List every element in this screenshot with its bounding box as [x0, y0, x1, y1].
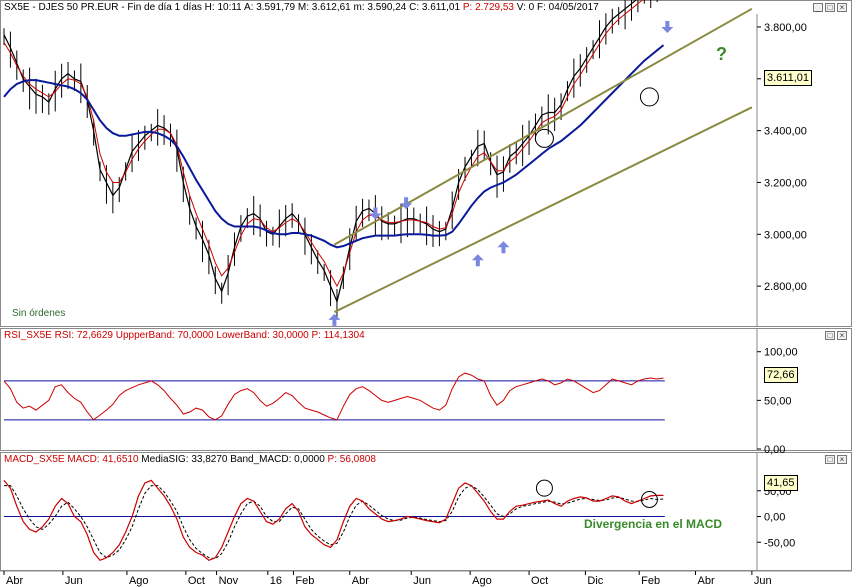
x-tick-label: Abr: [352, 575, 369, 587]
price-high: A: 3.591,79: [243, 2, 296, 13]
price-period: Fin de día 1 días: [127, 2, 202, 13]
rsi-value: RSI: 72,6629: [54, 330, 113, 341]
rsi-value-box: 72,66: [764, 367, 798, 383]
macd-close-button[interactable]: ×: [837, 455, 847, 464]
x-tick-label: Feb: [641, 575, 660, 587]
macd-band: Band_MACD: 0,0000: [230, 454, 325, 465]
x-tick-label: Ago: [472, 575, 492, 587]
x-tick-label: Dic: [587, 575, 603, 587]
price-symbol: SX5E: [4, 2, 30, 13]
x-tick-label: Jun: [754, 575, 772, 587]
macd-pane: MACD_SX5E MACD: 41,6510 MediaSIG: 33,827…: [0, 452, 852, 571]
price-date: F: 04/05/2017: [536, 2, 599, 13]
price-p: P: 2.729,53: [462, 2, 514, 13]
price-time: H: 10:11: [204, 2, 242, 13]
macd-value: MACD: 41,6510: [67, 454, 139, 465]
rsi-header: RSI_SX5E RSI: 72,6629 UppperBand: 70,000…: [4, 330, 365, 341]
macd-divergence-label: Divergencia en el MACD: [584, 517, 723, 531]
price-volume: V: 0: [516, 2, 535, 13]
maximize-button[interactable]: □: [825, 3, 835, 12]
macd-maximize-button[interactable]: □: [825, 455, 835, 464]
price-min: m: 3.590,24: [353, 2, 407, 13]
sin-ordenes-label: Sin órdenes: [12, 308, 66, 319]
price-close: C: 3.611,01: [409, 2, 461, 13]
macd-value-box: 41,65: [764, 475, 798, 491]
price-name: DJES 50 PR.EUR: [38, 2, 119, 13]
close-button[interactable]: ×: [837, 3, 847, 12]
rsi-upper: UppperBand: 70,0000: [115, 330, 214, 341]
x-tick-label: Oct: [531, 575, 548, 587]
rsi-name: RSI_SX5E: [4, 330, 52, 341]
x-tick-label: Nov: [219, 575, 239, 587]
rsi-pane: RSI_SX5E RSI: 72,6629 UppperBand: 70,000…: [0, 328, 852, 451]
x-tick-label: Ago: [129, 575, 149, 587]
x-tick-label: Abr: [698, 575, 715, 587]
rsi-maximize-button[interactable]: □: [825, 331, 835, 340]
x-tick-label: Oct: [188, 575, 205, 587]
price-max: M: 3.612,61: [297, 2, 351, 13]
price-value-box: 3.611,01: [764, 70, 813, 86]
macd-signal: MediaSIG: 33,8270: [141, 454, 228, 465]
x-tick-label: Jun: [65, 575, 83, 587]
rsi-lower: LowerBand: 30,0000: [216, 330, 309, 341]
rsi-close-button[interactable]: ×: [837, 331, 847, 340]
x-tick-label: 16: [270, 575, 282, 587]
minimize-button[interactable]: _: [813, 3, 823, 12]
macd-p: P: 56,0808: [327, 454, 376, 465]
macd-header: MACD_SX5E MACD: 41,6510 MediaSIG: 33,827…: [4, 454, 376, 465]
x-tick-label: Feb: [295, 575, 314, 587]
macd-name: MACD_SX5E: [4, 454, 65, 465]
x-tick-label: Abr: [6, 575, 23, 587]
x-tick-label: Jun: [413, 575, 431, 587]
rsi-p: P: 114,1304: [311, 330, 365, 341]
question-mark: ?: [716, 44, 727, 64]
price-header: SX5E - DJES 50 PR.EUR - Fin de día 1 día…: [4, 2, 599, 13]
